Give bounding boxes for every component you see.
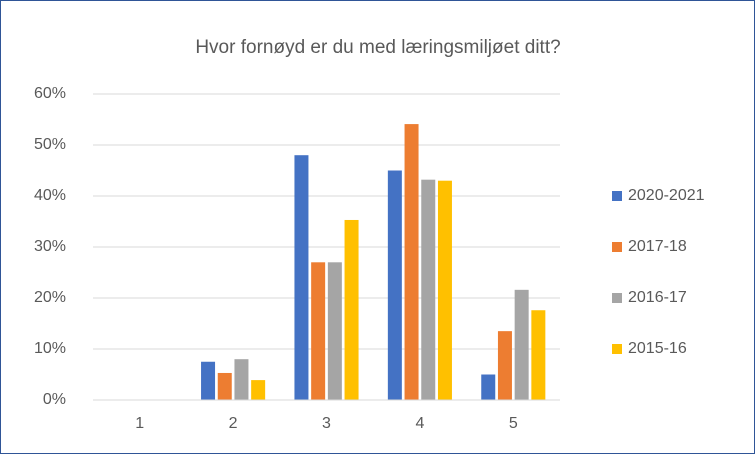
bar [251, 380, 266, 400]
legend-swatch [612, 344, 622, 354]
x-tick-label: 5 [509, 415, 518, 432]
bar [344, 219, 359, 400]
bar [234, 359, 249, 400]
bar [327, 262, 342, 400]
x-tick-label: 1 [135, 415, 144, 432]
chart-title: Hvor fornøyd er du med læringsmiljøet di… [195, 37, 560, 58]
bar [404, 124, 419, 400]
bar [311, 262, 326, 400]
x-tick-label: 2 [229, 415, 238, 432]
bar [437, 180, 452, 400]
legend-swatch [612, 293, 622, 303]
y-tick-label: 10% [34, 340, 66, 357]
bar [201, 361, 216, 400]
y-tick-label: 20% [34, 289, 66, 306]
bar [497, 331, 512, 400]
bar [531, 310, 546, 400]
y-tick-label: 0% [43, 391, 66, 408]
bar [421, 179, 436, 400]
bar [481, 374, 496, 400]
x-tick-label: 3 [322, 415, 331, 432]
y-tick-label: 40% [34, 187, 66, 204]
bar [217, 372, 232, 400]
x-tick-label: 4 [415, 415, 424, 432]
legend-label: 2016-17 [628, 289, 687, 306]
y-tick-label: 60% [34, 85, 66, 102]
y-tick-label: 50% [34, 136, 66, 153]
legend-label: 2020-2021 [628, 187, 705, 204]
legend-swatch [612, 191, 622, 201]
y-tick-label: 30% [34, 238, 66, 255]
legend-label: 2015-16 [628, 340, 687, 357]
bar [294, 155, 309, 400]
bar [387, 170, 402, 400]
bar [514, 289, 529, 400]
legend-swatch [612, 242, 622, 252]
legend-label: 2017-18 [628, 238, 687, 255]
